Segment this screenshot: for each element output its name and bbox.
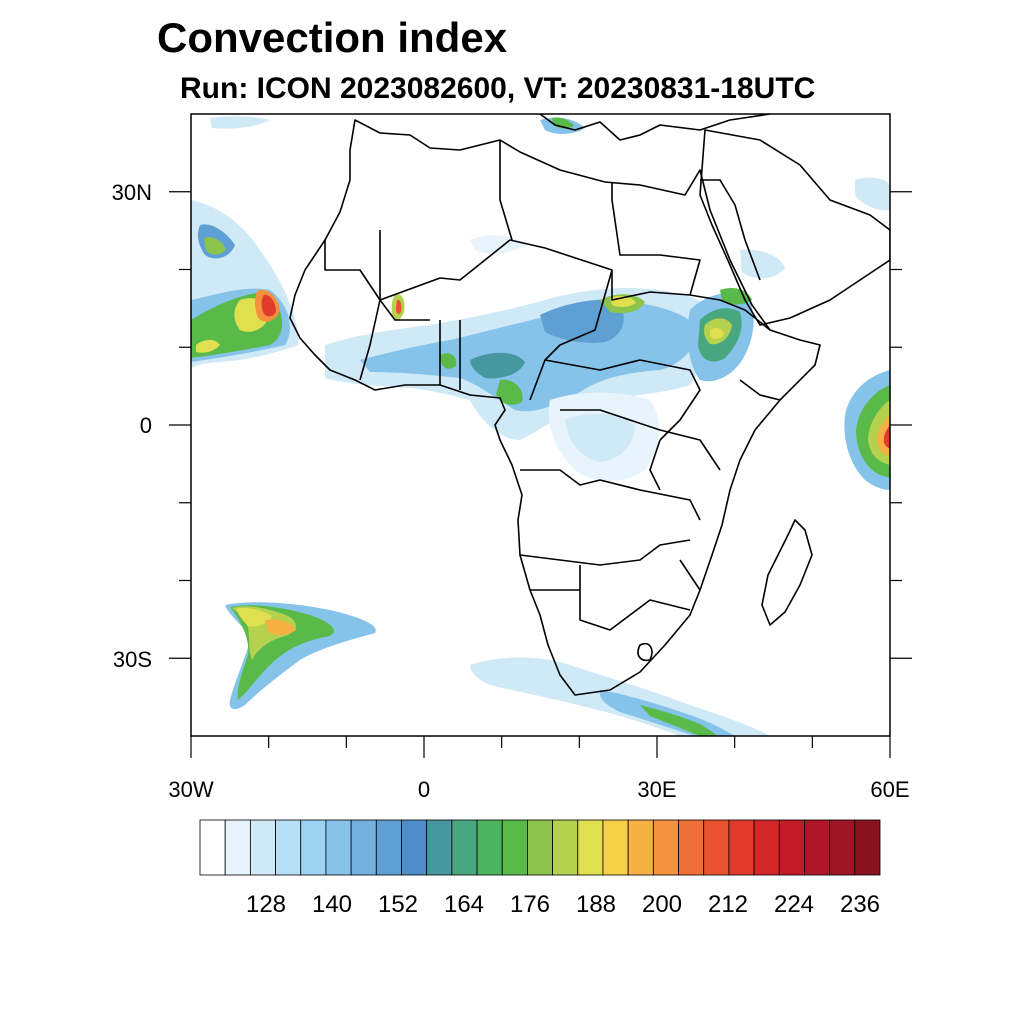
colorbar-cell <box>249 819 276 876</box>
lat-label: 30N <box>112 180 152 205</box>
colorbar-cell <box>300 819 327 876</box>
lat-label: 30S <box>113 647 152 672</box>
convection-area-southern-ocean <box>470 657 770 736</box>
arabia-coastline <box>699 129 890 326</box>
lon-label: 30E <box>637 777 676 802</box>
map-content <box>191 114 890 736</box>
colorbar-cell <box>401 819 428 876</box>
colorbar-label: 200 <box>642 891 682 918</box>
colorbar-cell <box>778 819 805 876</box>
colorbar-cell <box>652 819 679 876</box>
colorbar-cell <box>602 819 629 876</box>
chart-subtitle: Run: ICON 2023082600, VT: 20230831-18UTC <box>180 72 816 105</box>
colorbar-label: 236 <box>840 891 880 918</box>
africa-coastline <box>289 119 821 696</box>
colorbar-label: 212 <box>708 891 748 918</box>
colorbar-label: 188 <box>576 891 616 918</box>
colorbar-cell <box>224 819 251 876</box>
lon-axis: 30W 0 30E 60E <box>168 777 909 802</box>
axis-ticks <box>169 191 912 758</box>
colorbar-cell <box>476 819 503 876</box>
convection-area-west-atlantic <box>191 200 299 368</box>
colorbar-cell <box>854 819 881 876</box>
lon-label: 60E <box>870 777 909 802</box>
colorbar-label: 224 <box>774 891 814 918</box>
colorbar-cell <box>426 819 453 876</box>
colorbar-cell <box>577 819 604 876</box>
convection-layer <box>191 116 890 736</box>
colorbar-cell <box>753 819 780 876</box>
lat-label: 0 <box>140 413 152 438</box>
lat-axis: 30N 0 30S <box>112 180 152 672</box>
colorbar-cell <box>350 819 377 876</box>
convection-area-south-atlantic <box>225 602 376 710</box>
coastlines-and-borders <box>289 114 890 696</box>
colorbar-label: 176 <box>510 891 550 918</box>
lon-label: 30W <box>168 777 213 802</box>
colorbar-label: 140 <box>312 891 352 918</box>
colorbar-cell <box>325 819 352 876</box>
colorbar-cell <box>501 819 528 876</box>
colorbar-cell <box>527 819 553 876</box>
colorbar-cell <box>375 819 402 876</box>
colorbar-label: 164 <box>444 891 484 918</box>
colorbar-label: 152 <box>378 891 418 918</box>
colorbar <box>199 819 881 876</box>
europe-coastline <box>539 114 771 141</box>
convection-area-sahel <box>325 288 715 440</box>
convection-area-congo <box>548 392 660 482</box>
colorbar-cell <box>678 819 705 876</box>
colorbar-cell <box>199 819 226 876</box>
colorbar-cell <box>728 819 755 876</box>
convection-area-indian-ocean <box>844 370 890 490</box>
madagascar-coastline <box>761 519 813 626</box>
lon-label: 0 <box>418 777 430 802</box>
colorbar-label: 128 <box>246 891 286 918</box>
colorbar-cell <box>627 819 654 876</box>
colorbar-cell <box>829 819 856 876</box>
colorbar-cell <box>703 819 730 876</box>
colorbar-cell <box>552 819 579 876</box>
colorbar-labels: 128 140 152 164 176 188 200 212 224 236 <box>246 891 880 918</box>
colorbar-cell <box>804 819 831 876</box>
colorbar-cell <box>451 819 478 876</box>
colorbar-cell <box>275 819 302 876</box>
chart-title: Convection index <box>157 14 508 61</box>
